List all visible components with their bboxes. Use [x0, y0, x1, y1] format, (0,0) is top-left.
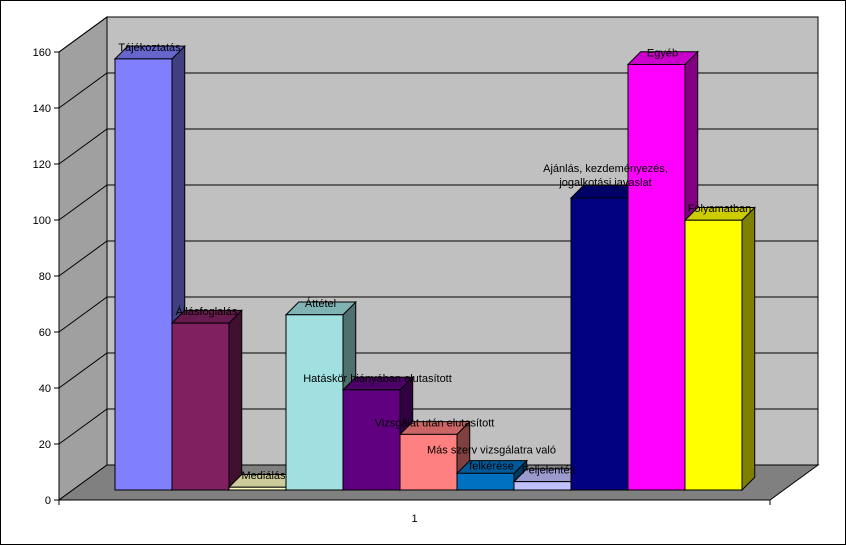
y-tick-label: 80: [39, 271, 51, 283]
gridline: [58, 184, 818, 221]
y-tick-label: 120: [33, 159, 51, 171]
x-tick-label: 1: [411, 513, 417, 525]
data-label: Ajánlás, kezdeményezés,: [543, 163, 668, 175]
bar: [627, 63, 686, 491]
y-tick-label: 20: [39, 439, 51, 451]
gridline: [58, 128, 818, 165]
bar: [171, 322, 230, 491]
y-tick-label: 140: [33, 103, 51, 115]
data-label: jogalkotási javaslat: [558, 177, 651, 189]
y-tick-label: 40: [39, 383, 51, 395]
data-label: Más szerv vizsgálatra való: [427, 444, 556, 456]
data-label: Hatáskör hiányában elutasított: [303, 373, 452, 385]
bar: [342, 389, 401, 491]
bar: [399, 433, 458, 491]
data-label: Feljelentés: [522, 465, 576, 477]
y-tick-label: 100: [33, 215, 51, 227]
data-label: Mediálás: [241, 470, 286, 482]
y-tick-label: 0: [45, 495, 51, 507]
bar: [684, 219, 743, 491]
y-tick-label: 60: [39, 327, 51, 339]
gridline: [58, 16, 818, 53]
gridline: [58, 72, 818, 109]
data-label: Folyamatban: [688, 203, 752, 215]
data-label: Tájékoztatás: [118, 42, 181, 54]
bar: [228, 486, 287, 491]
data-label: Egyéb: [647, 47, 678, 59]
bar-side: [228, 309, 243, 492]
data-label: Vizsgálat után elutasított: [375, 417, 495, 429]
data-label: Áttétel: [305, 297, 336, 310]
data-label: Állásfoglalás: [176, 305, 238, 318]
bar: [456, 472, 515, 491]
bar: [513, 481, 572, 491]
y-tick-label: 160: [33, 47, 51, 59]
bar: [114, 58, 173, 491]
bar: [570, 197, 629, 491]
data-label: felkérése: [469, 460, 514, 472]
bar-side: [741, 206, 756, 492]
bar: [285, 314, 344, 491]
